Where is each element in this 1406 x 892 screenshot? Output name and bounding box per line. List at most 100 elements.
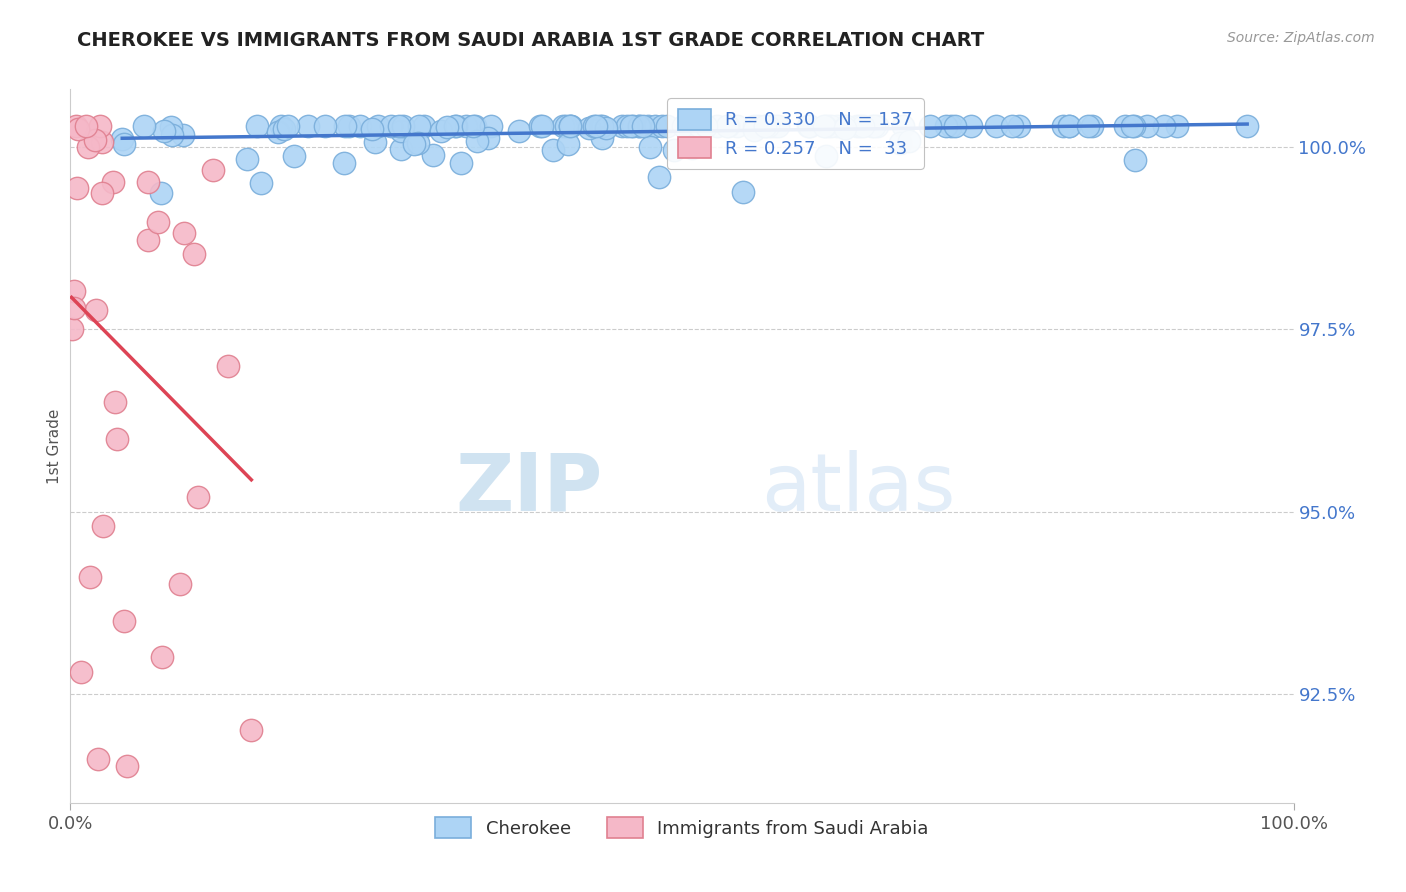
Point — [217, 359, 239, 373]
Point — [183, 247, 205, 261]
Point — [111, 132, 134, 146]
Point — [60, 322, 83, 336]
Point — [266, 125, 288, 139]
Point — [173, 226, 195, 240]
Point — [349, 119, 371, 133]
Point — [766, 119, 789, 133]
Point — [582, 119, 605, 133]
Point — [388, 119, 411, 133]
Point — [688, 119, 710, 133]
Text: CHEROKEE VS IMMIGRANTS FROM SAUDI ARABIA 1ST GRADE CORRELATION CHART: CHEROKEE VS IMMIGRANTS FROM SAUDI ARABIA… — [77, 31, 984, 50]
Point — [62, 284, 84, 298]
Point — [560, 119, 582, 133]
Point — [66, 122, 89, 136]
Point — [160, 120, 183, 134]
Point — [187, 490, 209, 504]
Point — [1121, 119, 1143, 133]
Point — [541, 143, 564, 157]
Point — [1166, 119, 1188, 133]
Point — [1077, 119, 1099, 133]
Point — [585, 119, 607, 133]
Point — [367, 119, 389, 133]
Point — [277, 119, 299, 133]
Point — [918, 119, 941, 133]
Point — [591, 119, 613, 133]
Point — [93, 519, 115, 533]
Point — [250, 176, 273, 190]
Point — [413, 119, 436, 133]
Point — [444, 119, 467, 133]
Point — [1001, 119, 1024, 133]
Point — [479, 119, 502, 133]
Point — [984, 119, 1007, 133]
Point — [557, 137, 579, 152]
Point — [430, 124, 453, 138]
Point — [273, 122, 295, 136]
Point — [610, 119, 633, 133]
Point — [531, 119, 554, 133]
Point — [651, 119, 673, 133]
Point — [754, 119, 776, 133]
Point — [939, 119, 962, 133]
Point — [422, 147, 444, 161]
Point — [595, 120, 617, 135]
Point — [477, 131, 499, 145]
Point — [112, 614, 135, 628]
Point — [554, 119, 576, 133]
Point — [627, 119, 650, 133]
Point — [464, 119, 486, 133]
Point — [860, 119, 883, 133]
Point — [79, 570, 101, 584]
Point — [202, 163, 225, 178]
Point — [160, 128, 183, 142]
Point — [66, 180, 89, 194]
Point — [756, 119, 779, 133]
Point — [361, 122, 384, 136]
Point — [655, 119, 678, 133]
Point — [134, 119, 156, 133]
Point — [754, 119, 776, 133]
Point — [465, 134, 488, 148]
Point — [314, 119, 336, 133]
Point — [759, 119, 782, 133]
Point — [1052, 119, 1074, 133]
Point — [845, 119, 868, 133]
Point — [389, 124, 412, 138]
Point — [297, 119, 319, 133]
Point — [616, 119, 638, 133]
Point — [101, 175, 124, 189]
Point — [115, 759, 138, 773]
Point — [1236, 119, 1258, 133]
Point — [112, 136, 135, 151]
Point — [834, 121, 856, 136]
Point — [1081, 119, 1104, 133]
Point — [75, 119, 97, 133]
Point — [638, 140, 661, 154]
Point — [799, 119, 821, 133]
Point — [337, 119, 360, 133]
Point — [551, 119, 574, 133]
Point — [763, 119, 786, 133]
Text: Source: ZipAtlas.com: Source: ZipAtlas.com — [1227, 31, 1375, 45]
Point — [148, 215, 170, 229]
Point — [681, 141, 703, 155]
Point — [380, 119, 402, 133]
Point — [671, 119, 693, 133]
Point — [943, 119, 966, 133]
Point — [436, 120, 458, 134]
Point — [731, 185, 754, 199]
Point — [627, 119, 650, 133]
Point — [392, 119, 415, 133]
Point — [63, 301, 86, 315]
Point — [591, 131, 613, 145]
Point — [898, 134, 921, 148]
Point — [89, 119, 111, 133]
Point — [742, 122, 765, 136]
Point — [86, 302, 108, 317]
Point — [647, 170, 669, 185]
Text: atlas: atlas — [762, 450, 956, 528]
Point — [236, 152, 259, 166]
Point — [637, 119, 659, 133]
Point — [589, 119, 612, 133]
Point — [408, 119, 430, 133]
